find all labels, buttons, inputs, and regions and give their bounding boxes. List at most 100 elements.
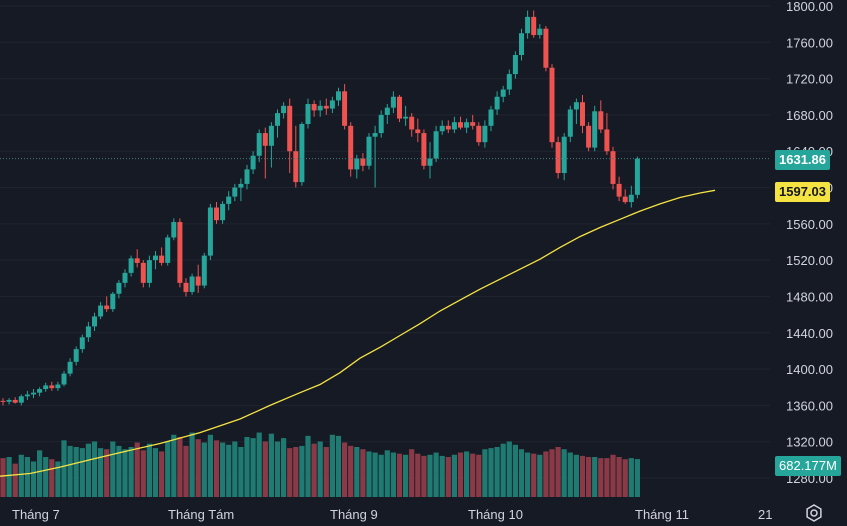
candle-body — [183, 282, 189, 292]
x-tick-label: Tháng 7 — [12, 507, 60, 522]
volume-bar — [488, 448, 494, 497]
volume-bar — [189, 432, 195, 497]
candle — [433, 125, 439, 163]
candle-body — [207, 207, 213, 256]
volume-bar — [305, 435, 311, 497]
candle — [214, 202, 219, 224]
candle-body — [397, 96, 402, 119]
candle-body — [244, 169, 250, 184]
candle-body — [262, 133, 268, 146]
candle — [555, 136, 561, 179]
candle — [311, 100, 317, 117]
candle-body — [201, 255, 207, 286]
candle-body — [311, 104, 317, 111]
candle — [293, 125, 299, 188]
volume-bar — [360, 449, 366, 497]
candle — [256, 129, 262, 163]
candle-body — [342, 91, 348, 126]
volume-bar — [177, 437, 183, 497]
volume-bar — [0, 458, 6, 497]
candle — [220, 201, 226, 224]
candle-body — [525, 16, 531, 34]
volume-bars — [0, 432, 640, 497]
volume-bar — [268, 433, 274, 497]
y-tick-label: 1760.00 — [786, 35, 833, 50]
volume-bar — [128, 447, 134, 497]
candle-body — [580, 102, 585, 126]
volume-bar — [342, 442, 348, 497]
candle — [61, 370, 67, 387]
candle-body — [390, 96, 396, 108]
candle — [18, 394, 24, 406]
volume-bar — [579, 455, 586, 497]
candle-body — [378, 114, 384, 134]
volume-bar — [537, 454, 543, 497]
settings-gear-icon[interactable] — [804, 503, 824, 523]
candle-body — [323, 105, 329, 109]
candle-body — [43, 385, 49, 390]
y-tick-label: 1400.00 — [786, 362, 833, 377]
candle — [464, 118, 470, 134]
candle — [55, 381, 61, 391]
candle — [85, 321, 91, 342]
candle — [598, 100, 604, 134]
volume-bar — [73, 447, 79, 497]
volume-bar — [281, 438, 287, 497]
candle — [519, 28, 524, 61]
candle-body — [85, 326, 91, 338]
candle — [415, 118, 421, 143]
candle-body — [427, 158, 433, 166]
candle — [232, 183, 238, 202]
candle-body — [250, 155, 256, 170]
candle-body — [268, 125, 274, 146]
candle — [201, 252, 207, 289]
candle — [366, 133, 372, 170]
candle-body — [146, 260, 152, 283]
candle-body — [31, 392, 36, 395]
candle — [116, 280, 122, 299]
volume-bar — [232, 441, 238, 497]
candle — [244, 164, 250, 190]
volume-bar — [317, 441, 323, 497]
candle — [549, 64, 555, 148]
grid — [0, 5, 770, 479]
candle — [140, 260, 146, 288]
candle-body — [354, 158, 360, 170]
candle — [354, 154, 360, 179]
volume-bar — [256, 432, 262, 497]
x-tick-label: Tháng Tám — [168, 507, 234, 522]
candle — [482, 120, 488, 148]
candle — [250, 151, 256, 174]
candle — [305, 98, 311, 129]
candle-body — [122, 272, 128, 283]
candle-body — [73, 349, 79, 362]
candle — [439, 120, 445, 135]
volume-bar — [287, 448, 293, 497]
volume-bar — [604, 458, 610, 497]
y-tick-label: 1320.00 — [786, 435, 833, 450]
candle-body — [403, 116, 409, 119]
volume-bar — [37, 450, 43, 497]
volume-bar — [512, 444, 518, 497]
volume-bar — [384, 450, 390, 497]
volume-bar — [104, 449, 110, 497]
candle-body — [506, 74, 512, 90]
volume-bar — [372, 452, 378, 497]
candle — [37, 387, 43, 397]
candle-body — [189, 276, 195, 292]
volume-bar — [183, 445, 189, 497]
candle — [622, 189, 628, 204]
volume-bar — [476, 454, 482, 497]
candle-body — [494, 96, 500, 110]
candle — [470, 114, 476, 130]
candle-body — [293, 151, 299, 183]
volume-bar — [293, 447, 299, 497]
candle — [390, 91, 396, 114]
candle — [159, 247, 165, 266]
candle — [342, 84, 348, 130]
candle — [592, 105, 598, 152]
candles — [0, 10, 640, 406]
candle-body — [128, 258, 134, 273]
candle-body — [482, 125, 488, 143]
